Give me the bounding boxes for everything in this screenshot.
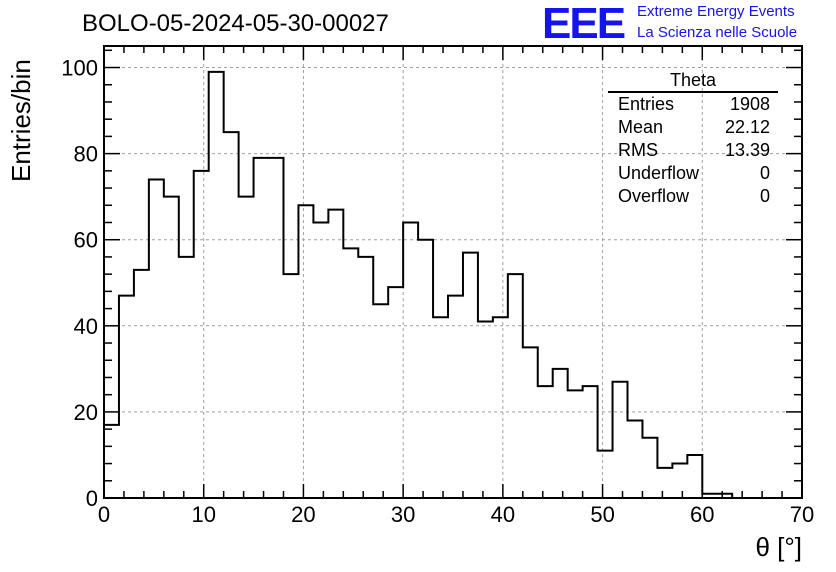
x-tick-label: 10 (191, 502, 215, 527)
x-tick-label: 20 (291, 502, 315, 527)
stats-value: 0 (759, 163, 770, 183)
x-axis-label: θ [°] (755, 532, 802, 562)
stats-value: 13.39 (724, 140, 770, 160)
y-tick-label: 60 (74, 228, 98, 253)
x-tick-label: 50 (590, 502, 614, 527)
stats-row-overflow: Overflow 0 (608, 185, 778, 208)
stats-label: Underflow (618, 163, 700, 183)
x-tick-label: 0 (98, 502, 110, 527)
histogram-bins (103, 70, 748, 499)
stats-value: 1908 (729, 94, 770, 114)
x-tick-label: 40 (491, 502, 515, 527)
stats-label: Overflow (618, 186, 690, 206)
stats-label: Entries (618, 94, 675, 114)
histogram-outline (103, 70, 748, 499)
chart-title: BOLO-05-2024-05-30-00027 (82, 10, 389, 37)
stats-label: Mean (618, 117, 664, 137)
x-tick-label: 70 (790, 502, 814, 527)
y-tick-label: 100 (61, 56, 98, 81)
grid-lines (104, 46, 802, 498)
brand-line-2: La Scienza nelle Scuole (637, 24, 798, 41)
stats-row-underflow: Underflow 0 (608, 162, 778, 185)
brand-line-1: Extreme Energy Events (637, 3, 795, 20)
stats-title: Theta (608, 70, 778, 93)
y-tick-label: 0 (86, 486, 98, 511)
stats-row-mean: Mean 22.12 (608, 116, 778, 139)
axis-ticks (103, 46, 803, 499)
stats-label: RMS (618, 140, 658, 160)
plot-frame (103, 45, 803, 499)
tick-labels: 0 10 20 30 40 50 60 70 0 20 40 60 80 100 (61, 56, 814, 527)
stats-value: 22.12 (724, 117, 770, 137)
stats-row-entries: Entries 1908 (608, 93, 778, 116)
y-tick-label: 20 (74, 400, 98, 425)
plot-border (103, 45, 803, 499)
stats-value: 0 (759, 186, 770, 206)
y-tick-label: 40 (74, 314, 98, 339)
stats-box: Theta Entries 1908 Mean 22.12 RMS 13.39 … (608, 70, 778, 208)
x-tick-label: 60 (690, 502, 714, 527)
y-tick-label: 80 (74, 142, 98, 167)
eee-logo: EEE (542, 0, 626, 48)
y-axis-label: Entries/bin (6, 59, 36, 182)
x-tick-label: 30 (391, 502, 415, 527)
stats-row-rms: RMS 13.39 (608, 139, 778, 162)
